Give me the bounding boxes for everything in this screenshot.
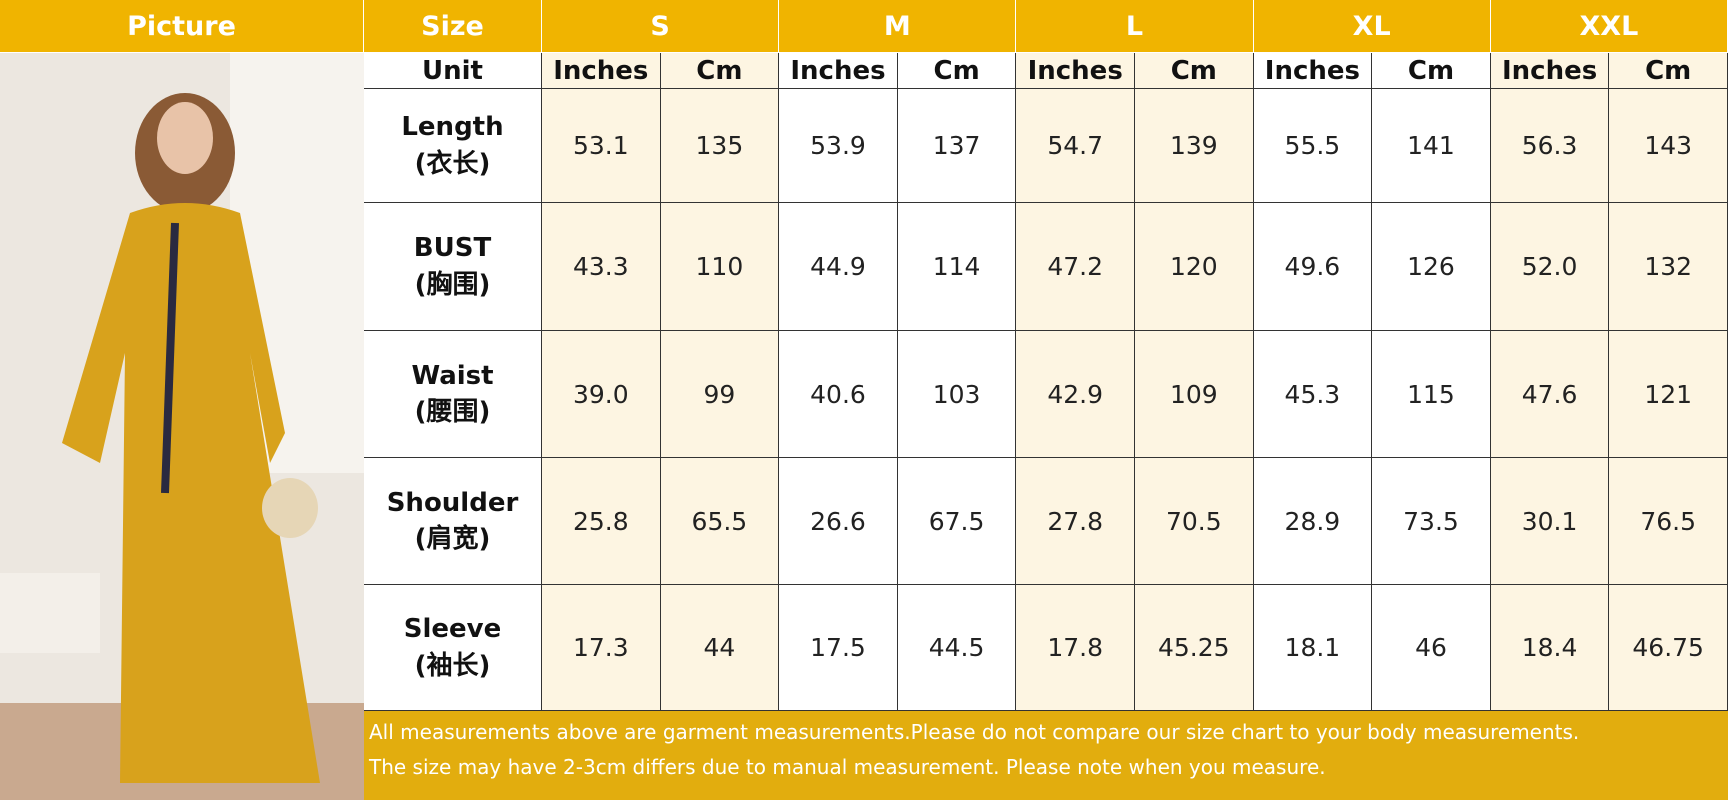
value-cell: 42.9	[1016, 331, 1135, 458]
unit-cell: Inches	[542, 53, 661, 89]
value-cell: 44.5	[897, 585, 1017, 711]
value-cell: 103	[897, 331, 1017, 458]
row-label: Waist (腰围)	[364, 331, 542, 458]
value-cell: 45.3	[1253, 331, 1373, 458]
row-label-text: (衣长)	[414, 148, 491, 179]
header-cell: Picture	[0, 0, 364, 53]
value-cell: 18.1	[1253, 585, 1373, 711]
unit-label: Unit	[364, 53, 542, 89]
value-cell: 139	[1135, 89, 1254, 203]
value-cell: 49.6	[1253, 203, 1373, 331]
value-cell: 17.8	[1016, 585, 1135, 711]
row-label-text: (肩宽)	[414, 524, 491, 554]
unit-cell: Inches	[1016, 53, 1135, 89]
size-header: XL	[1253, 0, 1491, 53]
value-cell: 70.5	[1135, 458, 1254, 585]
value-cell: 28.9	[1253, 458, 1373, 585]
value-cell: 40.6	[779, 331, 898, 458]
unit-cell: Cm	[1135, 53, 1254, 89]
value-cell: 55.5	[1253, 89, 1373, 203]
value-cell: 76.5	[1609, 458, 1728, 585]
value-cell: 17.5	[779, 585, 898, 711]
value-cell: 67.5	[897, 458, 1017, 585]
unit-cell: Cm	[660, 53, 780, 89]
row-label: Sleeve (袖长)	[364, 585, 542, 711]
value-cell: 137	[897, 89, 1017, 203]
value-cell: 46	[1372, 585, 1491, 711]
value-cell: 30.1	[1490, 458, 1610, 585]
value-cell: 47.6	[1490, 331, 1610, 458]
value-cell: 44	[660, 585, 780, 711]
unit-cell: Inches	[779, 53, 898, 89]
unit-cell: Inches	[1490, 53, 1610, 89]
row-label-text: (袖长)	[414, 650, 491, 681]
row-label-text: Waist	[411, 360, 494, 391]
value-cell: 44.9	[779, 203, 898, 331]
value-cell: 135	[660, 89, 780, 203]
row-label-text: (胸围)	[414, 269, 491, 300]
value-cell: 114	[897, 203, 1017, 331]
unit-cell: Cm	[897, 53, 1017, 89]
value-cell: 126	[1372, 203, 1491, 331]
value-cell: 47.2	[1016, 203, 1135, 331]
size-header: S	[542, 0, 780, 53]
row-label-text: Shoulder	[386, 487, 519, 518]
note: All measurements above are garment measu…	[369, 720, 1580, 744]
note: The size may have 2-3cm differs due to m…	[369, 755, 1326, 779]
value-cell: 17.3	[542, 585, 661, 711]
value-cell: 54.7	[1016, 89, 1135, 203]
value-cell: 56.3	[1490, 89, 1610, 203]
value-cell: 109	[1135, 331, 1254, 458]
value-cell: 27.8	[1016, 458, 1135, 585]
size-header: XXL	[1490, 0, 1728, 53]
row-label-text: (腰围)	[414, 397, 491, 427]
value-cell: 18.4	[1490, 585, 1610, 711]
value-cell: 45.25	[1135, 585, 1254, 711]
value-cell: 52.0	[1490, 203, 1610, 331]
row-label: Length (衣长)	[364, 89, 542, 203]
value-cell: 121	[1609, 331, 1728, 458]
size-header: L	[1016, 0, 1254, 53]
value-cell: 99	[660, 331, 780, 458]
value-cell: 120	[1135, 203, 1254, 331]
row-label: BUST (胸围)	[364, 203, 542, 331]
header-cell: Size	[364, 0, 542, 53]
row-label-text: BUST	[413, 233, 492, 264]
value-cell: 43.3	[542, 203, 661, 331]
value-cell: 46.75	[1609, 585, 1728, 711]
value-cell: 132	[1609, 203, 1728, 331]
value-cell: 65.5	[660, 458, 780, 585]
value-cell: 110	[660, 203, 780, 331]
value-cell: 26.6	[779, 458, 898, 585]
notes: All measurements above are garment measu…	[364, 711, 1728, 800]
unit-cell: Cm	[1372, 53, 1491, 89]
value-cell: 53.9	[779, 89, 898, 203]
row-label: Shoulder (肩宽)	[364, 458, 542, 585]
value-cell: 141	[1372, 89, 1491, 203]
unit-cell: Cm	[1609, 53, 1728, 89]
value-cell: 115	[1372, 331, 1491, 458]
value-cell: 25.8	[542, 458, 661, 585]
product-picture	[0, 53, 364, 800]
value-cell: 73.5	[1372, 458, 1491, 585]
size-header: M	[779, 0, 1017, 53]
value-cell: 39.0	[542, 331, 661, 458]
row-label-text: Length	[401, 112, 504, 143]
unit-cell: Inches	[1253, 53, 1373, 89]
value-cell: 53.1	[542, 89, 661, 203]
value-cell: 143	[1609, 89, 1728, 203]
row-label-text: Sleeve	[403, 614, 502, 645]
